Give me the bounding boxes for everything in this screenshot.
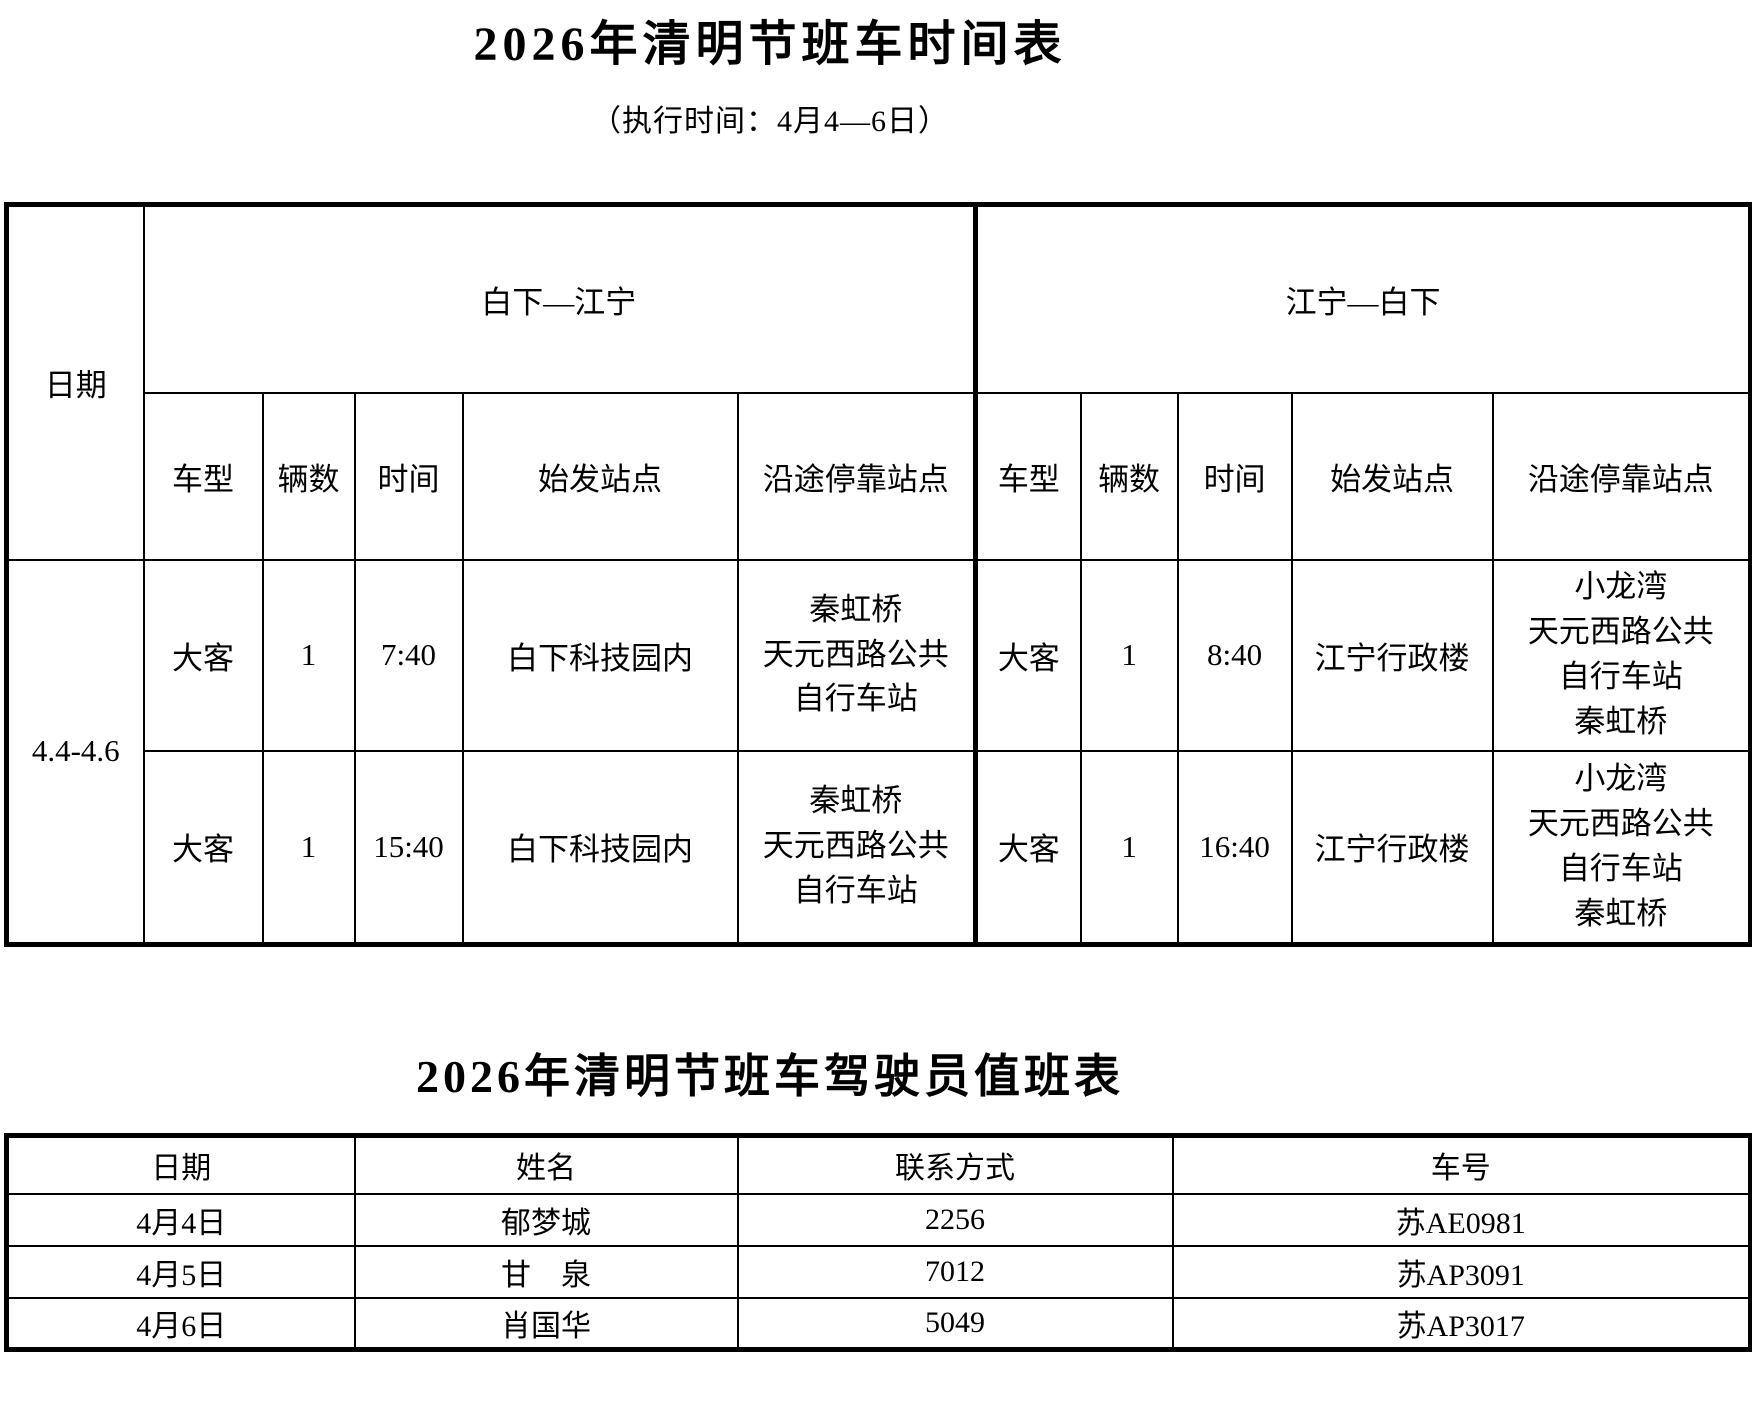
duty-header-date: 日期 (5, 1134, 356, 1195)
duty-plate-cell: 苏AP3017 (1171, 1296, 1752, 1351)
time-cell: 7:40 (353, 558, 464, 752)
schedule-data-row: 大客 1 15:40 白下科技园内 秦虹桥 天元西路公共 自行车站 大客 1 1… (7, 749, 1752, 946)
subheader-count-left: 辆数 (261, 391, 356, 561)
duty-row: 4月6日 肖国华 5049 苏AP3017 (5, 1296, 1752, 1351)
duty-name-cell: 郁梦城 (353, 1192, 739, 1247)
vehicle-cell: 大客 (973, 558, 1082, 752)
duty-header-row: 日期 姓名 联系方式 车号 (5, 1134, 1752, 1195)
vehicle-cell: 大客 (142, 558, 264, 752)
time-cell: 16:40 (1176, 749, 1293, 946)
schedule-subtitle: （执行时间：4月4—6日） (591, 105, 949, 138)
schedule-table: 日期 白下—江宁 江宁—白下 车型 辆数 时间 始发站点 沿途停靠站点 车型 辆… (4, 202, 1752, 947)
duty-row: 4月4日 郁梦城 2256 苏AE0981 (5, 1192, 1752, 1247)
direction-header-row: 日期 白下—江宁 江宁—白下 (5, 203, 1752, 561)
schedule-title: 2026年清明节班车时间表 (473, 18, 1067, 71)
time-cell: 8:40 (1176, 558, 1293, 752)
vehicle-cell: 大客 (973, 749, 1082, 946)
count-cell: 1 (1079, 558, 1179, 752)
direction-header-right: 江宁—白下 (973, 203, 1752, 394)
count-cell: 1 (1079, 749, 1179, 946)
stops-cell: 秦虹桥 天元西路公共 自行车站 (736, 749, 977, 946)
origin-cell: 江宁行政楼 (1290, 749, 1494, 946)
duty-contact-cell: 7012 (736, 1244, 1174, 1299)
subheader-origin-right: 始发站点 (1290, 391, 1494, 561)
direction-header-left: 白下—江宁 (142, 203, 977, 394)
duty-contact-cell: 5049 (736, 1296, 1174, 1351)
stops-cell: 小龙湾 天元西路公共 自行车站 秦虹桥 (1491, 558, 1752, 752)
stops-cell: 小龙湾 天元西路公共 自行车站 秦虹桥 (1491, 749, 1752, 946)
subheader-vehicle-right: 车型 (973, 391, 1082, 561)
duty-plate-cell: 苏AP3091 (1171, 1244, 1752, 1299)
duty-table-title: 2026年清明节班车驾驶员值班表 (416, 1051, 1124, 1102)
duty-header-plate: 车号 (1171, 1134, 1752, 1195)
duty-header-name: 姓名 (353, 1134, 739, 1195)
stops-cell: 秦虹桥 天元西路公共 自行车站 (736, 558, 977, 752)
subheader-origin-left: 始发站点 (461, 391, 739, 561)
duty-table: 日期 姓名 联系方式 车号 4月4日 郁梦城 2256 苏AE0981 4月5日… (4, 1133, 1752, 1352)
subheader-vehicle-left: 车型 (142, 391, 264, 561)
vehicle-cell: 大客 (142, 749, 264, 946)
schedule-data-row: 4.4-4.6 大客 1 7:40 白下科技园内 秦虹桥 天元西路公共 自行车站… (5, 558, 1752, 946)
origin-cell: 白下科技园内 (461, 558, 739, 752)
duty-date-cell: 4月4日 (5, 1192, 356, 1247)
duty-plate-cell: 苏AE0981 (1171, 1192, 1752, 1247)
subheader-stops-right: 沿途停靠站点 (1491, 391, 1752, 561)
count-cell: 1 (261, 558, 356, 752)
subheader-stops-left: 沿途停靠站点 (736, 391, 977, 561)
duty-date-cell: 4月5日 (5, 1244, 356, 1299)
origin-cell: 白下科技园内 (461, 749, 739, 946)
time-cell: 15:40 (353, 749, 464, 946)
origin-cell: 江宁行政楼 (1290, 558, 1494, 752)
subheader-row: 车型 辆数 时间 始发站点 沿途停靠站点 车型 辆数 时间 始发站点 沿途停靠站… (7, 391, 1752, 561)
date-column-header: 日期 (5, 203, 145, 561)
duty-row: 4月5日 甘 泉 7012 苏AP3091 (5, 1244, 1752, 1299)
duty-date-cell: 4月6日 (5, 1296, 356, 1351)
subheader-time-left: 时间 (353, 391, 464, 561)
subheader-count-right: 辆数 (1079, 391, 1179, 561)
count-cell: 1 (261, 749, 356, 946)
duty-name-cell: 肖国华 (353, 1296, 739, 1351)
subheader-time-right: 时间 (1176, 391, 1293, 561)
duty-name-cell: 甘 泉 (353, 1244, 739, 1299)
duty-contact-cell: 2256 (736, 1192, 1174, 1247)
duty-header-contact: 联系方式 (736, 1134, 1174, 1195)
date-range-cell: 4.4-4.6 (5, 558, 145, 946)
